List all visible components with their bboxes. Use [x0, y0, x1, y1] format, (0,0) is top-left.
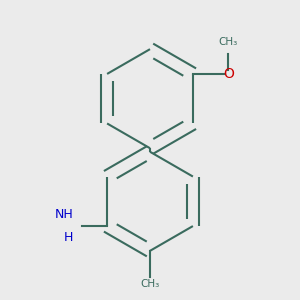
Text: H: H: [64, 231, 74, 244]
Text: CH₃: CH₃: [219, 38, 238, 47]
Text: NH: NH: [55, 208, 74, 221]
Text: CH₃: CH₃: [140, 279, 160, 289]
Text: O: O: [223, 67, 234, 81]
